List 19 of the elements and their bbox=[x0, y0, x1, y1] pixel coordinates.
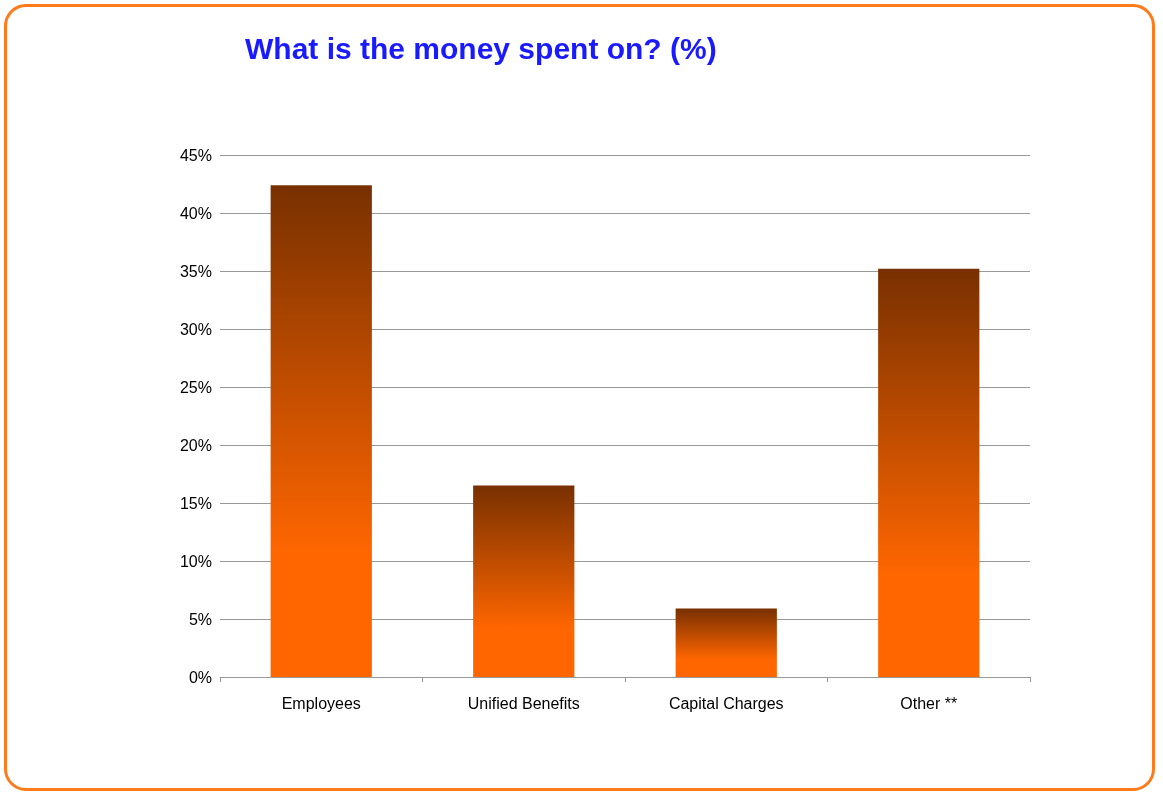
y-tick-label: 30% bbox=[179, 320, 212, 338]
x-tick-label: Capital Charges bbox=[668, 694, 784, 712]
bar bbox=[878, 268, 980, 677]
y-tick-label: 35% bbox=[179, 262, 212, 280]
bar bbox=[473, 485, 575, 677]
bar bbox=[675, 608, 777, 677]
y-tick-label: 20% bbox=[179, 436, 212, 454]
y-tick-label: 10% bbox=[179, 552, 212, 570]
y-tick-label: 5% bbox=[188, 610, 212, 628]
bar bbox=[270, 185, 372, 677]
x-tick-label: Unified Benefits bbox=[467, 694, 580, 712]
y-tick-label: 15% bbox=[179, 494, 212, 512]
chart-title: What is the money spent on? (%) bbox=[245, 31, 717, 65]
x-tick-label: Other ** bbox=[900, 694, 958, 712]
y-tick-label: 0% bbox=[188, 668, 212, 686]
y-tick-label: 45% bbox=[179, 146, 212, 164]
y-tick-label: 25% bbox=[179, 378, 212, 396]
x-tick-label: Employees bbox=[281, 694, 361, 712]
y-tick-label: 40% bbox=[179, 204, 212, 222]
